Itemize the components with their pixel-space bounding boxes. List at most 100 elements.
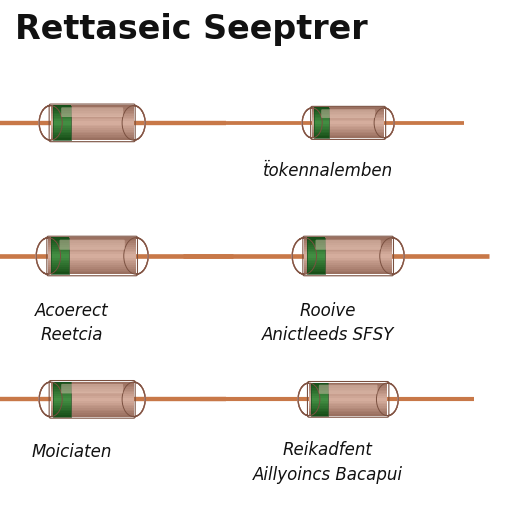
Bar [314, 108, 329, 110]
Bar [53, 124, 71, 126]
Bar [51, 105, 134, 108]
Bar [48, 263, 136, 265]
Polygon shape [386, 108, 387, 109]
Polygon shape [390, 134, 391, 135]
Polygon shape [392, 114, 393, 116]
Bar [53, 382, 71, 417]
Bar [304, 250, 392, 252]
Bar [309, 394, 388, 396]
Bar [307, 270, 325, 272]
Polygon shape [389, 135, 390, 136]
Bar [51, 115, 134, 118]
Bar [53, 135, 71, 137]
Polygon shape [140, 239, 141, 240]
Polygon shape [41, 240, 43, 241]
Polygon shape [137, 383, 139, 384]
Polygon shape [40, 407, 41, 410]
Bar [311, 383, 328, 416]
Bar [51, 399, 134, 401]
Bar [307, 243, 325, 245]
Polygon shape [396, 239, 397, 240]
Bar [314, 127, 329, 129]
Polygon shape [42, 412, 44, 413]
Bar [309, 392, 388, 394]
Bar [53, 404, 71, 407]
Polygon shape [38, 243, 40, 245]
Polygon shape [298, 404, 300, 407]
Bar [53, 122, 71, 124]
Bar [51, 122, 134, 124]
Bar [314, 132, 329, 133]
Polygon shape [402, 245, 403, 248]
Bar [51, 107, 134, 109]
Bar [48, 261, 136, 263]
Bar [307, 263, 325, 265]
Bar [307, 253, 325, 256]
Bar [307, 246, 325, 249]
Bar [309, 397, 388, 399]
Polygon shape [309, 137, 311, 138]
Bar [53, 409, 71, 412]
Bar [314, 118, 329, 120]
Bar [51, 385, 134, 387]
Polygon shape [389, 383, 391, 384]
Bar [51, 389, 134, 391]
Bar [51, 395, 134, 398]
Polygon shape [43, 239, 45, 240]
Bar [51, 397, 134, 399]
Bar [51, 383, 134, 386]
Polygon shape [400, 243, 402, 245]
Bar [53, 408, 71, 410]
Bar [312, 112, 384, 114]
Polygon shape [308, 136, 309, 137]
Bar [304, 263, 392, 265]
Bar [311, 389, 328, 391]
Bar [309, 414, 388, 416]
Polygon shape [46, 106, 47, 108]
Polygon shape [40, 131, 41, 133]
Bar [48, 268, 136, 270]
Bar [51, 394, 134, 396]
Polygon shape [386, 137, 387, 138]
Bar [51, 238, 69, 274]
Bar [312, 125, 384, 127]
Polygon shape [303, 385, 304, 386]
Polygon shape [42, 135, 44, 137]
Bar [311, 396, 328, 398]
Bar [51, 250, 69, 252]
Bar [51, 411, 134, 413]
Bar [309, 399, 388, 401]
Bar [51, 133, 134, 135]
Bar [309, 384, 388, 386]
Bar [309, 402, 388, 404]
Bar [311, 414, 328, 416]
Bar [312, 130, 384, 132]
Polygon shape [41, 387, 42, 389]
Bar [51, 131, 134, 133]
Bar [314, 111, 329, 113]
Polygon shape [42, 109, 44, 111]
Polygon shape [396, 407, 397, 409]
Polygon shape [139, 108, 140, 109]
Bar [53, 107, 71, 109]
Bar [51, 406, 134, 408]
Bar [53, 389, 71, 391]
Polygon shape [140, 386, 142, 387]
Polygon shape [391, 112, 392, 114]
Polygon shape [146, 264, 147, 267]
Polygon shape [144, 243, 146, 245]
Polygon shape [300, 409, 301, 411]
Bar [51, 404, 134, 407]
Bar [53, 114, 71, 116]
Bar [53, 105, 71, 140]
Polygon shape [137, 106, 139, 108]
Polygon shape [41, 271, 43, 272]
Polygon shape [44, 384, 46, 386]
Bar [48, 265, 136, 267]
Bar [51, 126, 134, 128]
Polygon shape [300, 388, 301, 390]
Polygon shape [309, 108, 311, 109]
Polygon shape [301, 238, 303, 239]
Bar [51, 266, 69, 269]
Bar [314, 124, 329, 126]
